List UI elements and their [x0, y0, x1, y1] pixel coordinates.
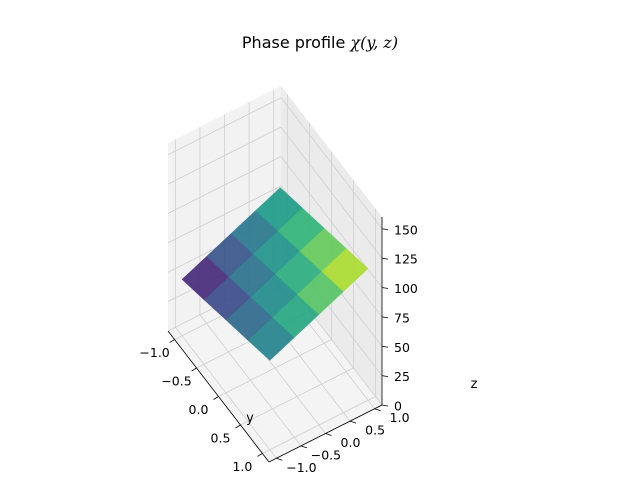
value-axis-tick	[381, 345, 389, 348]
y-axis-tick	[213, 396, 219, 400]
z-axis-tick	[300, 445, 308, 449]
chart-title: Phase profile χ(y, z)	[0, 33, 640, 52]
z-axis-tick	[349, 420, 357, 424]
surface	[181, 187, 369, 361]
grid-line-side-value	[167, 185, 282, 244]
chart-title-math: χ(y, z)	[350, 33, 399, 52]
y-tick-label: −1.0	[139, 345, 169, 360]
y-tick-label: 1.0	[232, 459, 252, 474]
grid-line-side-value	[167, 156, 282, 214]
z-axis-tick	[325, 433, 332, 436]
value-tick-label: 125	[394, 252, 418, 267]
z-tick-label: −1.0	[286, 460, 316, 475]
value-axis-tick	[381, 404, 389, 407]
z-axis-tick	[374, 408, 381, 412]
z-tick-label: 1.0	[390, 410, 410, 425]
grid-line-back-value	[280, 97, 383, 229]
chart-title-text: Phase profile	[241, 33, 351, 52]
y-tick-label: 0.0	[189, 402, 209, 417]
y-axis-tick	[257, 453, 263, 457]
grid-line-floor-z	[199, 314, 302, 447]
y-axis-label: z	[471, 377, 478, 392]
z-axis-tick	[276, 457, 283, 461]
x-axis-label: y	[246, 411, 254, 426]
value-axis-tick	[381, 228, 389, 231]
axis-ticks: −1.0−0.50.00.51.0 −1.0−0.50.00.51.0025507…	[139, 222, 417, 474]
value-axis-tick	[381, 316, 389, 319]
grid-line-floor-z	[175, 327, 277, 459]
z-tick-label: 0.0	[341, 435, 361, 450]
z-tick-label: 0.5	[365, 423, 385, 438]
value-tick-label: 75	[394, 310, 410, 325]
value-tick-label: 100	[394, 281, 418, 296]
y-tick-label: −0.5	[161, 374, 191, 389]
grid-line-side-value	[167, 97, 282, 156]
value-axis-tick	[381, 375, 389, 378]
grid-line-back-value	[280, 126, 383, 259]
z-tick-label: −0.5	[311, 447, 341, 462]
value-tick-label: 0	[394, 399, 402, 414]
value-axis-tick	[381, 257, 389, 260]
grid-line-side-value	[167, 126, 282, 185]
value-tick-label: 25	[394, 369, 410, 384]
value-axis-tick	[381, 287, 389, 289]
surface-patch	[255, 187, 303, 232]
value-tick-label: 50	[394, 340, 410, 355]
value-tick-label: 150	[394, 222, 418, 237]
y-axis-tick	[169, 339, 175, 343]
y-axis-tick	[191, 367, 197, 372]
y-axis-tick	[235, 424, 241, 429]
y-tick-label: 0.5	[211, 431, 231, 446]
